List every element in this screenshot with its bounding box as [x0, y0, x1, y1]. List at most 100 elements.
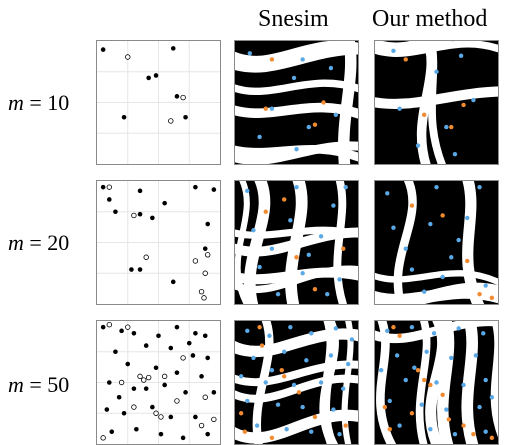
blue-observation-marker [345, 361, 351, 367]
channel [235, 144, 358, 162]
row-label-var: m [8, 90, 24, 115]
observation-point-filled [174, 370, 180, 375]
blue-observation-marker [391, 48, 396, 54]
blue-observation-marker [431, 331, 437, 336]
observations-panel-m50 [96, 320, 221, 445]
observation-point-filled [125, 361, 131, 367]
blue-observation-marker [309, 429, 314, 434]
blue-observation-marker [349, 337, 355, 342]
orange-observation-marker [415, 368, 421, 373]
blue-observation-marker [403, 377, 408, 383]
observation-point-filled [190, 353, 196, 358]
orange-observation-marker [391, 324, 396, 330]
channel [252, 321, 274, 444]
observation-point-filled [121, 410, 127, 416]
orange-observation-marker [321, 100, 326, 105]
blue-observation-marker [245, 188, 250, 194]
observations-panel-m20 [96, 180, 221, 305]
row-label-var: m [8, 372, 24, 397]
channel [319, 321, 339, 444]
observation-point-hollow [145, 374, 152, 381]
observation-point-hollow [192, 258, 199, 264]
blue-observation-marker [444, 124, 449, 130]
our-method-realization-m20 [375, 181, 498, 304]
blue-observation-marker [247, 51, 252, 56]
observation-point-hollow [125, 54, 131, 60]
observation-point-hollow [180, 355, 186, 361]
observation-point-filled [104, 407, 110, 412]
our-method-realization-m10 [375, 41, 498, 164]
channel [341, 321, 354, 444]
channel [235, 141, 358, 164]
observation-point-hollow [141, 377, 147, 383]
orange-observation-marker [279, 368, 284, 373]
blue-observation-marker [238, 374, 244, 379]
observation-point-filled [174, 94, 180, 99]
blue-observation-marker [440, 274, 445, 280]
orange-observation-marker [312, 122, 318, 127]
observation-point-filled [153, 365, 159, 371]
blue-observation-marker [291, 382, 297, 388]
observation-point-filled [183, 114, 188, 120]
channel [235, 42, 358, 73]
observation-point-filled [150, 215, 155, 221]
channel [427, 41, 447, 164]
observation-point-filled [100, 324, 106, 330]
blue-observation-marker [394, 353, 400, 358]
observation-point-filled [205, 355, 210, 361]
observation-point-hollow [100, 435, 106, 441]
observation-point-hollow [202, 394, 208, 400]
blue-observation-marker [318, 234, 324, 239]
orange-observation-marker [294, 255, 299, 260]
observation-point-filled [199, 374, 204, 379]
observation-point-hollow [131, 212, 137, 219]
blue-observation-marker [419, 402, 424, 407]
blue-observation-marker [378, 368, 384, 373]
observation-point-hollow [211, 416, 217, 423]
observation-point-filled [113, 209, 118, 215]
orange-observation-marker [341, 246, 346, 251]
blue-observation-marker [328, 353, 334, 358]
blue-observation-marker [306, 124, 311, 130]
blue-observation-marker [458, 53, 464, 58]
channel [235, 79, 358, 96]
snesim-panel-m50 [234, 320, 359, 445]
blue-observation-marker [254, 423, 260, 428]
blue-observation-marker [269, 368, 275, 373]
observations-plot-m10 [97, 41, 220, 164]
observation-point-hollow [198, 288, 205, 295]
blue-observation-marker [341, 386, 346, 391]
orange-observation-marker [471, 431, 476, 437]
column-header-snesim: Snesim [258, 6, 329, 32]
blue-observation-marker [428, 427, 433, 432]
observation-point-hollow [143, 254, 149, 260]
blue-observation-marker [483, 377, 488, 383]
orange-observation-marker [489, 435, 495, 441]
observation-point-filled [150, 404, 155, 410]
observation-point-hollow [158, 414, 164, 420]
snesim-realization-m10 [235, 41, 358, 164]
orange-observation-marker [461, 102, 466, 108]
observation-point-filled [134, 426, 139, 432]
observation-point-filled [131, 386, 137, 391]
observation-point-filled [193, 184, 198, 190]
blue-observation-marker [483, 429, 488, 434]
blue-observation-marker [263, 380, 268, 385]
channel [461, 321, 479, 444]
observation-point-filled [162, 200, 167, 206]
blue-observation-marker [300, 404, 305, 410]
blue-observation-marker [284, 427, 289, 432]
observation-point-filled [162, 382, 167, 388]
snesim-panel-m10 [234, 40, 359, 165]
observation-point-filled [202, 333, 208, 339]
blue-observation-marker [288, 218, 293, 223]
observations-plot-m50 [97, 321, 220, 444]
channel [244, 181, 271, 304]
channel [415, 321, 431, 444]
orange-observation-marker [312, 414, 318, 420]
blue-observation-marker [251, 228, 256, 233]
blue-observation-marker [306, 252, 311, 257]
orange-observation-marker [259, 343, 265, 348]
blue-observation-marker [245, 398, 250, 404]
blue-observation-marker [444, 407, 449, 412]
